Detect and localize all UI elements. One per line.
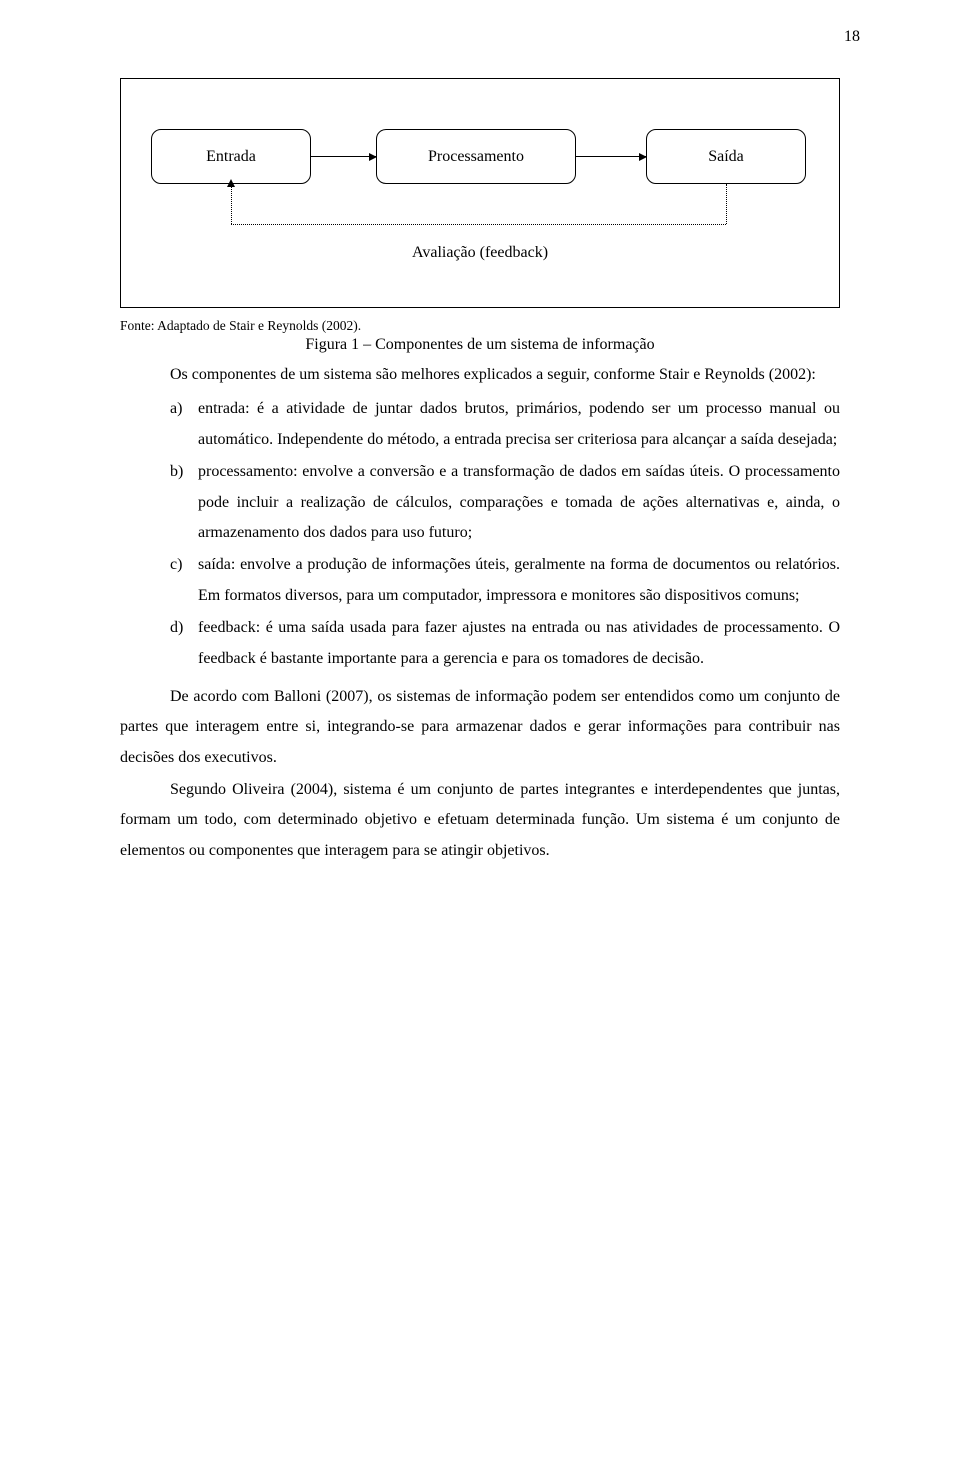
feedback-label: Avaliação (feedback) <box>121 244 839 262</box>
system-diagram: Entrada Processamento Saída Avaliação (f… <box>120 78 840 308</box>
list-marker: a) <box>170 394 198 455</box>
list-marker: d) <box>170 613 198 674</box>
paragraph: De acordo com Balloni (2007), os sistema… <box>120 682 840 773</box>
arrow-entrada-to-processamento <box>311 156 376 157</box>
list-content: saída: envolve a produção de informações… <box>198 550 840 611</box>
list-item: d) feedback: é uma saída usada para faze… <box>170 613 840 674</box>
list-item: b) processamento: envolve a conversão e … <box>170 457 840 548</box>
list-content: feedback: é uma saída usada para fazer a… <box>198 613 840 674</box>
node-processamento: Processamento <box>376 129 576 184</box>
list-item: c) saída: envolve a produção de informaç… <box>170 550 840 611</box>
feedback-line <box>231 224 726 225</box>
figure-source: Fonte: Adaptado de Stair e Reynolds (200… <box>120 318 361 334</box>
list-item: a) entrada: é a atividade de juntar dado… <box>170 394 840 455</box>
list-content: processamento: envolve a conversão e a t… <box>198 457 840 548</box>
list-content: entrada: é a atividade de juntar dados b… <box>198 394 840 455</box>
arrow-processamento-to-saida <box>576 156 646 157</box>
feedback-line <box>726 184 727 224</box>
feedback-line <box>231 184 232 224</box>
body-text: Os componentes de um sistema são melhore… <box>120 360 840 866</box>
list-marker: b) <box>170 457 198 548</box>
page-number: 18 <box>844 28 860 46</box>
paragraph: Segundo Oliveira (2004), sistema é um co… <box>120 775 840 866</box>
node-saida: Saída <box>646 129 806 184</box>
node-entrada: Entrada <box>151 129 311 184</box>
list-marker: c) <box>170 550 198 611</box>
feedback-arrowhead-icon <box>227 179 235 187</box>
figure-caption: Figura 1 – Componentes de um sistema de … <box>0 336 960 354</box>
intro-paragraph: Os componentes de um sistema são melhore… <box>120 360 840 390</box>
component-list: a) entrada: é a atividade de juntar dado… <box>170 394 840 674</box>
